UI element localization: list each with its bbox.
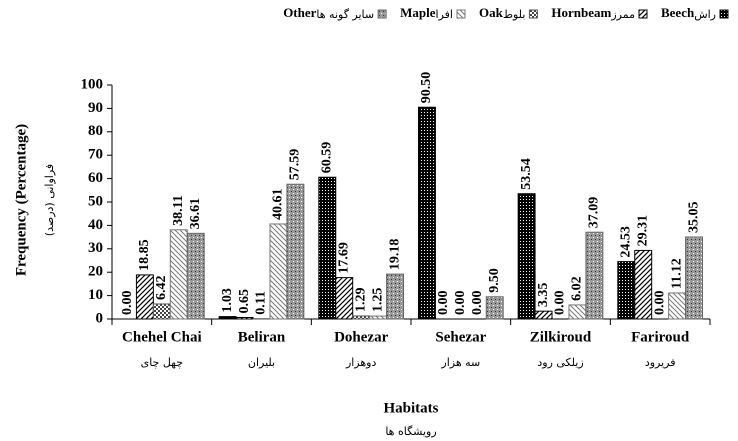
value-label: 0.11 [254,291,269,315]
bar [517,193,536,320]
legend-label: Beech [661,5,695,20]
y-tick-label: 50 [88,193,103,209]
y-tick-label: 40 [88,217,103,233]
bar [186,232,205,320]
value-label: 17.69 [336,242,351,274]
bar [485,296,504,320]
legend-label-fa: بلوط [503,8,526,21]
x-tick-label: Sehezar [435,329,486,345]
y-tick-label: 10 [88,287,103,303]
x-tick-label: Zilkiroud [530,329,592,345]
legend-swatch [719,9,729,19]
x-axis-label-fa: رویشگاه ها [385,425,436,438]
y-axis-label-fa: فراوانی (درصد) [43,164,56,236]
bar [534,310,553,320]
value-label: 18.85 [137,239,152,271]
legend-label: Other [283,5,316,20]
value-label: 11.12 [669,258,684,289]
bar [169,229,188,320]
y-tick-label: 60 [88,170,103,186]
legend-label-fa: راش [694,8,716,21]
bar [634,249,653,320]
value-label: 6.02 [570,276,585,301]
value-label: 0.00 [436,291,451,316]
value-label: 37.09 [587,197,602,229]
y-tick-label: 70 [88,147,103,163]
bar [585,231,604,320]
bar [335,277,354,320]
legend-label: Maple [400,5,436,20]
value-label: 57.59 [288,149,303,181]
bar [668,292,687,320]
x-tick-label: Fariroud [631,329,690,345]
legend-label-fa: افرا [436,8,453,21]
value-label: 0.00 [652,291,667,316]
bar [417,106,436,320]
value-label: 1.25 [370,288,385,313]
value-label: 36.61 [188,198,203,230]
bar [235,316,254,320]
legend-swatch [377,9,387,19]
value-label: 40.61 [271,188,286,220]
x-tick-label-fa: بلیران [248,356,275,369]
legend-label-fa: ممرز [610,8,635,21]
x-tick-label: Chehel Chai [122,329,202,345]
value-label: 9.50 [487,268,502,292]
value-label: 0.65 [237,289,252,314]
value-label: 19.18 [387,239,402,271]
x-tick-label: Beliran [238,329,286,345]
bar [318,176,337,320]
bar [386,273,405,320]
y-tick-label: 80 [88,123,103,139]
value-label: 90.50 [419,72,434,104]
value-label: 3.35 [536,283,551,308]
value-label: 35.05 [686,201,701,233]
legend-swatch [638,9,648,19]
x-tick-label-fa: زیلکی رود [537,356,583,369]
bar [218,316,237,320]
x-tick-label-fa: سه هزار [440,356,480,369]
legend-swatch [456,9,466,19]
x-tick-label: Dohezar [334,329,388,345]
bar [369,315,388,320]
value-label: 1.03 [220,288,235,313]
legend-label: Hornbeam [551,5,611,20]
legend-label: Oak [479,5,504,20]
y-tick-label: 100 [81,76,104,92]
y-tick-label: 0 [96,310,104,326]
bar [685,236,704,320]
value-label: 0.00 [553,291,568,316]
legend-swatch [528,9,538,19]
value-label: 29.31 [635,215,650,247]
bar [617,261,636,320]
bar [286,183,305,320]
bar [152,303,171,320]
y-axis-label: Frequency (Percentage) [13,124,29,276]
value-label: 53.54 [519,158,534,190]
value-label: 0.00 [120,291,135,316]
bar [352,315,371,320]
y-tick-label: 20 [88,264,103,280]
x-axis-label: Habitats [383,400,438,416]
value-label: 24.53 [618,226,633,258]
x-tick-label-fa: چهل چای [141,356,183,369]
y-tick-label: 90 [88,100,103,116]
bar [135,274,154,320]
value-label: 38.11 [171,195,186,226]
y-tick-label: 30 [88,240,103,256]
value-label: 60.59 [319,142,334,174]
value-label: 1.29 [353,287,368,312]
value-label: 6.42 [154,275,169,300]
x-tick-label-fa: دوهزار [345,356,377,369]
bar [269,223,288,320]
value-label: 0.00 [453,291,468,316]
x-tick-label-fa: فریرود [645,356,676,369]
value-label: 0.00 [470,291,485,316]
bar [568,304,587,320]
legend-label-fa: سایر گونه ها [316,8,374,21]
